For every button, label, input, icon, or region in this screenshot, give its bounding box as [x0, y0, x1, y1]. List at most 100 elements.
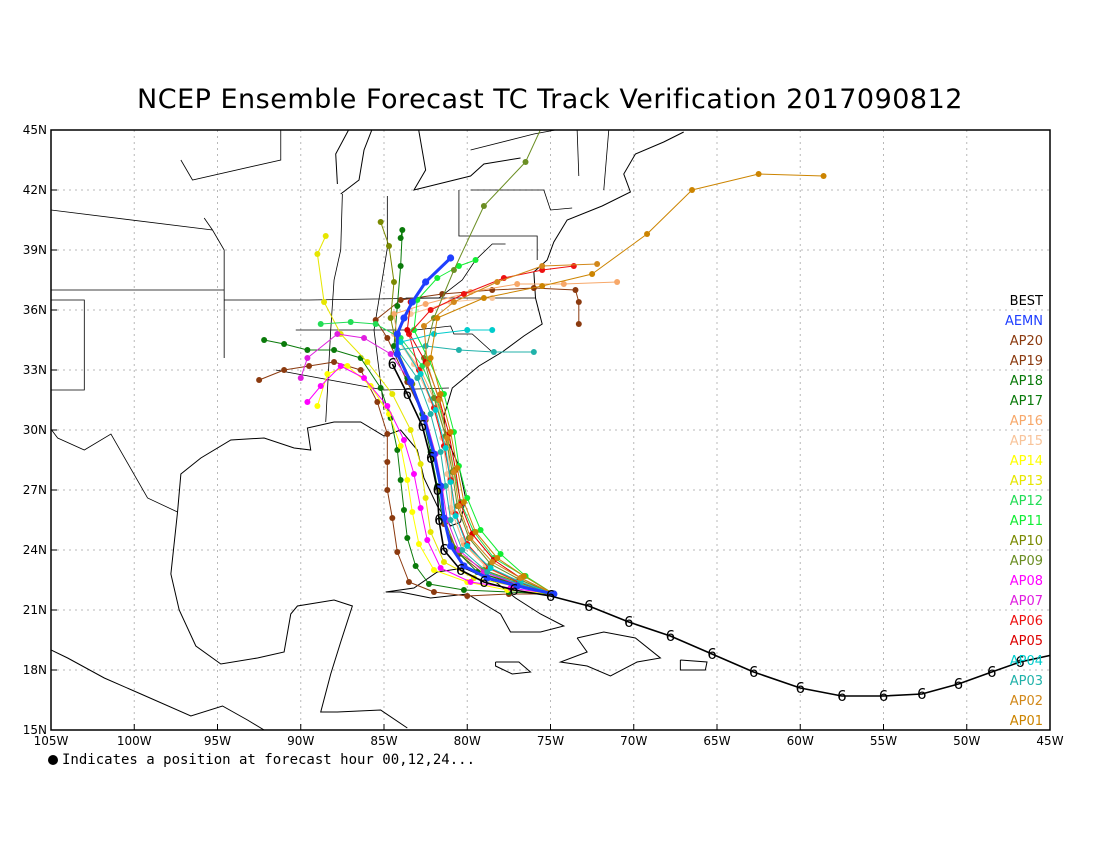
- state-border: [373, 196, 388, 411]
- track-point-aemn: [400, 314, 408, 322]
- track-ap02: [420, 261, 601, 597]
- track-line-ap02: [423, 263, 598, 595]
- track-point-ap11: [455, 263, 462, 269]
- best-track-hurricane-symbol: 6: [795, 679, 805, 697]
- state-border: [203, 217, 225, 358]
- track-point-ap04: [447, 479, 454, 485]
- best-track-hurricane-symbol: 6: [439, 541, 449, 559]
- track-point-ap06: [570, 263, 577, 269]
- footnote-text: Indicates a position at forecast hour 00…: [62, 752, 476, 768]
- track-point-aemn: [447, 254, 455, 262]
- track-line-ap16: [393, 281, 618, 595]
- track-point-ap18: [261, 337, 268, 343]
- track-point-ap02: [450, 469, 457, 475]
- track-point-ap19: [575, 299, 582, 305]
- y-tick-label: 24N: [23, 543, 47, 557]
- legend-label-ap13: AP13: [1010, 474, 1043, 489]
- track-point-ap04: [417, 371, 424, 377]
- track-point-ap08: [467, 579, 474, 585]
- track-line-ap13: [316, 235, 554, 595]
- grid-lines: [50, 129, 1051, 731]
- track-point-ap04: [430, 331, 437, 337]
- track-point-ap02: [450, 299, 457, 305]
- track-line-ap18: [264, 339, 554, 595]
- track-point-ap18: [377, 385, 384, 391]
- best-track-hurricane-symbol: 6: [1052, 645, 1062, 663]
- track-point-ap18: [304, 347, 311, 353]
- track-point-ap04: [397, 339, 404, 345]
- track-point-ap03: [427, 411, 434, 417]
- track-point-ap01: [820, 173, 827, 179]
- state-border: [458, 190, 538, 260]
- track-point-ap07: [334, 331, 341, 337]
- track-point-ap14: [314, 403, 321, 409]
- track-line-ap09: [423, 130, 555, 595]
- track-point-ap11: [472, 257, 479, 263]
- best-track-hurricane-symbol: 6: [707, 645, 717, 663]
- track-point-ap04: [452, 513, 459, 519]
- x-tick-label: 80W: [454, 734, 481, 748]
- y-tick-label: 42N: [23, 183, 47, 197]
- legend-label-ap15: AP15: [1010, 434, 1043, 449]
- track-ap06: [405, 263, 577, 597]
- y-tick-label: 45N: [23, 123, 47, 137]
- track-point-aemn: [407, 378, 415, 386]
- track-point-ap20: [430, 589, 437, 595]
- track-point-ap08: [317, 383, 324, 389]
- x-tick-label: 85W: [370, 734, 397, 748]
- track-line-ap11: [413, 259, 555, 595]
- track-point-ap04: [464, 327, 471, 333]
- legend-label-ap19: AP19: [1010, 354, 1043, 369]
- track-point-ap13: [417, 461, 424, 467]
- track-point-ap07: [361, 335, 368, 341]
- track-point-ap18: [412, 563, 419, 569]
- track-point-ap09: [430, 395, 437, 401]
- track-point-ap11: [477, 527, 484, 533]
- track-line-ap12: [320, 321, 555, 595]
- track-point-ap14: [397, 443, 404, 449]
- track-line-best: [391, 363, 1050, 697]
- best-track-hurricane-symbol: 6: [456, 561, 466, 579]
- best-track-hurricane-symbol: 6: [837, 687, 847, 705]
- track-point-ap03: [437, 449, 444, 455]
- track-point-ap02: [539, 263, 546, 269]
- track-point-ap08: [424, 537, 431, 543]
- track-point-ap01: [480, 295, 487, 301]
- track-point-ap16: [514, 281, 521, 287]
- legend-label-ap02: AP02: [1010, 694, 1043, 709]
- pacific-coastline: [51, 649, 265, 730]
- state-border: [470, 189, 573, 211]
- track-point-ap05: [404, 327, 411, 333]
- track-point-ap02: [420, 323, 427, 329]
- us-mexico-border: [51, 428, 178, 513]
- track-point-ap20: [374, 399, 381, 405]
- track-point-ap18: [357, 355, 364, 361]
- track-line-aemn: [395, 256, 555, 596]
- track-point-ap12: [372, 321, 379, 327]
- best-track-hurricane-symbol: 6: [666, 627, 676, 645]
- track-point-ap13: [321, 299, 328, 305]
- track-point-ap20: [306, 363, 313, 369]
- track-point-ap01: [427, 355, 434, 361]
- legend-label-ap06: AP06: [1010, 614, 1043, 629]
- track-line-ap20: [258, 361, 554, 597]
- track-point-ap14: [324, 371, 331, 377]
- track-point-ap09: [450, 267, 457, 273]
- track-point-ap16: [560, 281, 567, 287]
- track-point-ap08: [384, 403, 391, 409]
- track-point-ap18: [281, 341, 288, 347]
- track-point-ap20: [256, 377, 263, 383]
- puerto-rico-coastline: [679, 659, 708, 671]
- track-point-ap03: [442, 483, 449, 489]
- track-point-ap10: [387, 315, 394, 321]
- y-tick-label: 33N: [23, 363, 47, 377]
- legend-label-ap11: AP11: [1010, 514, 1043, 529]
- y-axis: 15N 18N 21N 24N 27N 30N 33N 36N 39N 42N 45N: [23, 123, 57, 737]
- track-ap03: [394, 343, 557, 597]
- track-point-aemn: [420, 414, 428, 422]
- track-point-ap02: [467, 535, 474, 541]
- track-point-ap03: [447, 517, 454, 523]
